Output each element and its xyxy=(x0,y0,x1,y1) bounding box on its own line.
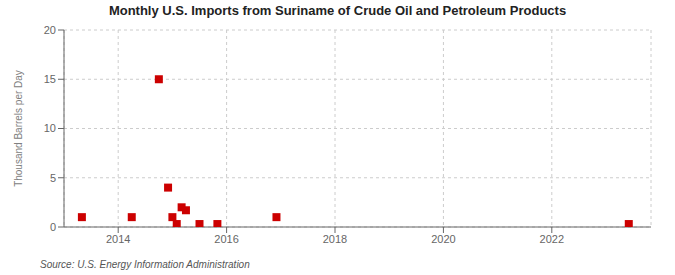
svg-text:0: 0 xyxy=(50,221,56,233)
svg-text:10: 10 xyxy=(44,122,56,134)
svg-text:20: 20 xyxy=(44,24,56,36)
html-text:Monthly U.S. Imports from Suri: Monthly U.S. Imports from Suriname of Cr… xyxy=(108,3,567,18)
svg-text:2016: 2016 xyxy=(214,233,238,245)
svg-text:2014: 2014 xyxy=(106,233,130,245)
html-text:Source: U.S. Energy Informatio: Source: U.S. Energy Information Administ… xyxy=(40,259,250,270)
svg-text:15: 15 xyxy=(44,73,56,85)
svg-text:2022: 2022 xyxy=(540,233,564,245)
svg-text:5: 5 xyxy=(50,172,56,184)
svg-text:2020: 2020 xyxy=(431,233,455,245)
svg-text:Thousand Barrels per Day: Thousand Barrels per Day xyxy=(13,70,24,187)
svg-text:2018: 2018 xyxy=(323,233,347,245)
